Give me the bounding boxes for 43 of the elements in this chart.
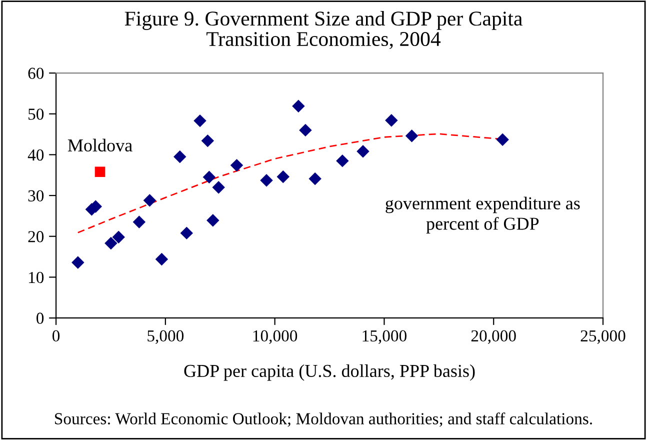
point [385,114,398,127]
point [202,170,216,184]
point [336,154,349,168]
x-tick-label: 0 [52,330,60,342]
point [308,172,322,186]
x-tick-label: 10,000 [253,330,298,344]
point [276,170,290,184]
y-tick-label: 50 [28,108,44,120]
annotation: government expenditure as percent of GDP [386,196,580,234]
x-tick-label: 5,000 [148,330,184,344]
point [155,252,168,266]
point [230,158,244,172]
y-tick-label: 0 [36,312,44,324]
x-tick-label: 15,000 [362,330,406,344]
point [194,114,206,128]
point [94,166,106,177]
point [405,130,418,142]
source-note: Sources: World Economic Outlook; Moldovan authorities; and staff calculations. [55,412,592,427]
x-axis-title: GDP per capita (U.S. dollars, PPP basis) [184,364,475,381]
annotation: Moldova [68,138,132,152]
point [496,133,509,146]
point [260,174,273,187]
point [104,236,118,250]
x-tick-label: 20,000 [471,330,516,344]
x-tick-label: 25,000 [580,330,626,344]
y-tick-label: 60 [28,68,44,79]
point [201,134,214,148]
point [180,226,194,240]
chart-title: Figure 9. Government Size and GDP per Capita Transition Economies, 2004 [124,11,522,50]
y-tick-label: 20 [28,231,44,242]
point [132,216,146,228]
point [174,150,186,164]
y-tick-label: 30 [28,190,44,202]
point [356,145,370,158]
point [112,230,125,244]
point [292,100,305,112]
point [299,124,312,137]
point [206,214,220,227]
y-tick-label: 40 [28,149,44,161]
point [212,180,225,194]
point [72,256,84,269]
y-tick-label: 10 [29,272,44,284]
point [143,194,156,207]
